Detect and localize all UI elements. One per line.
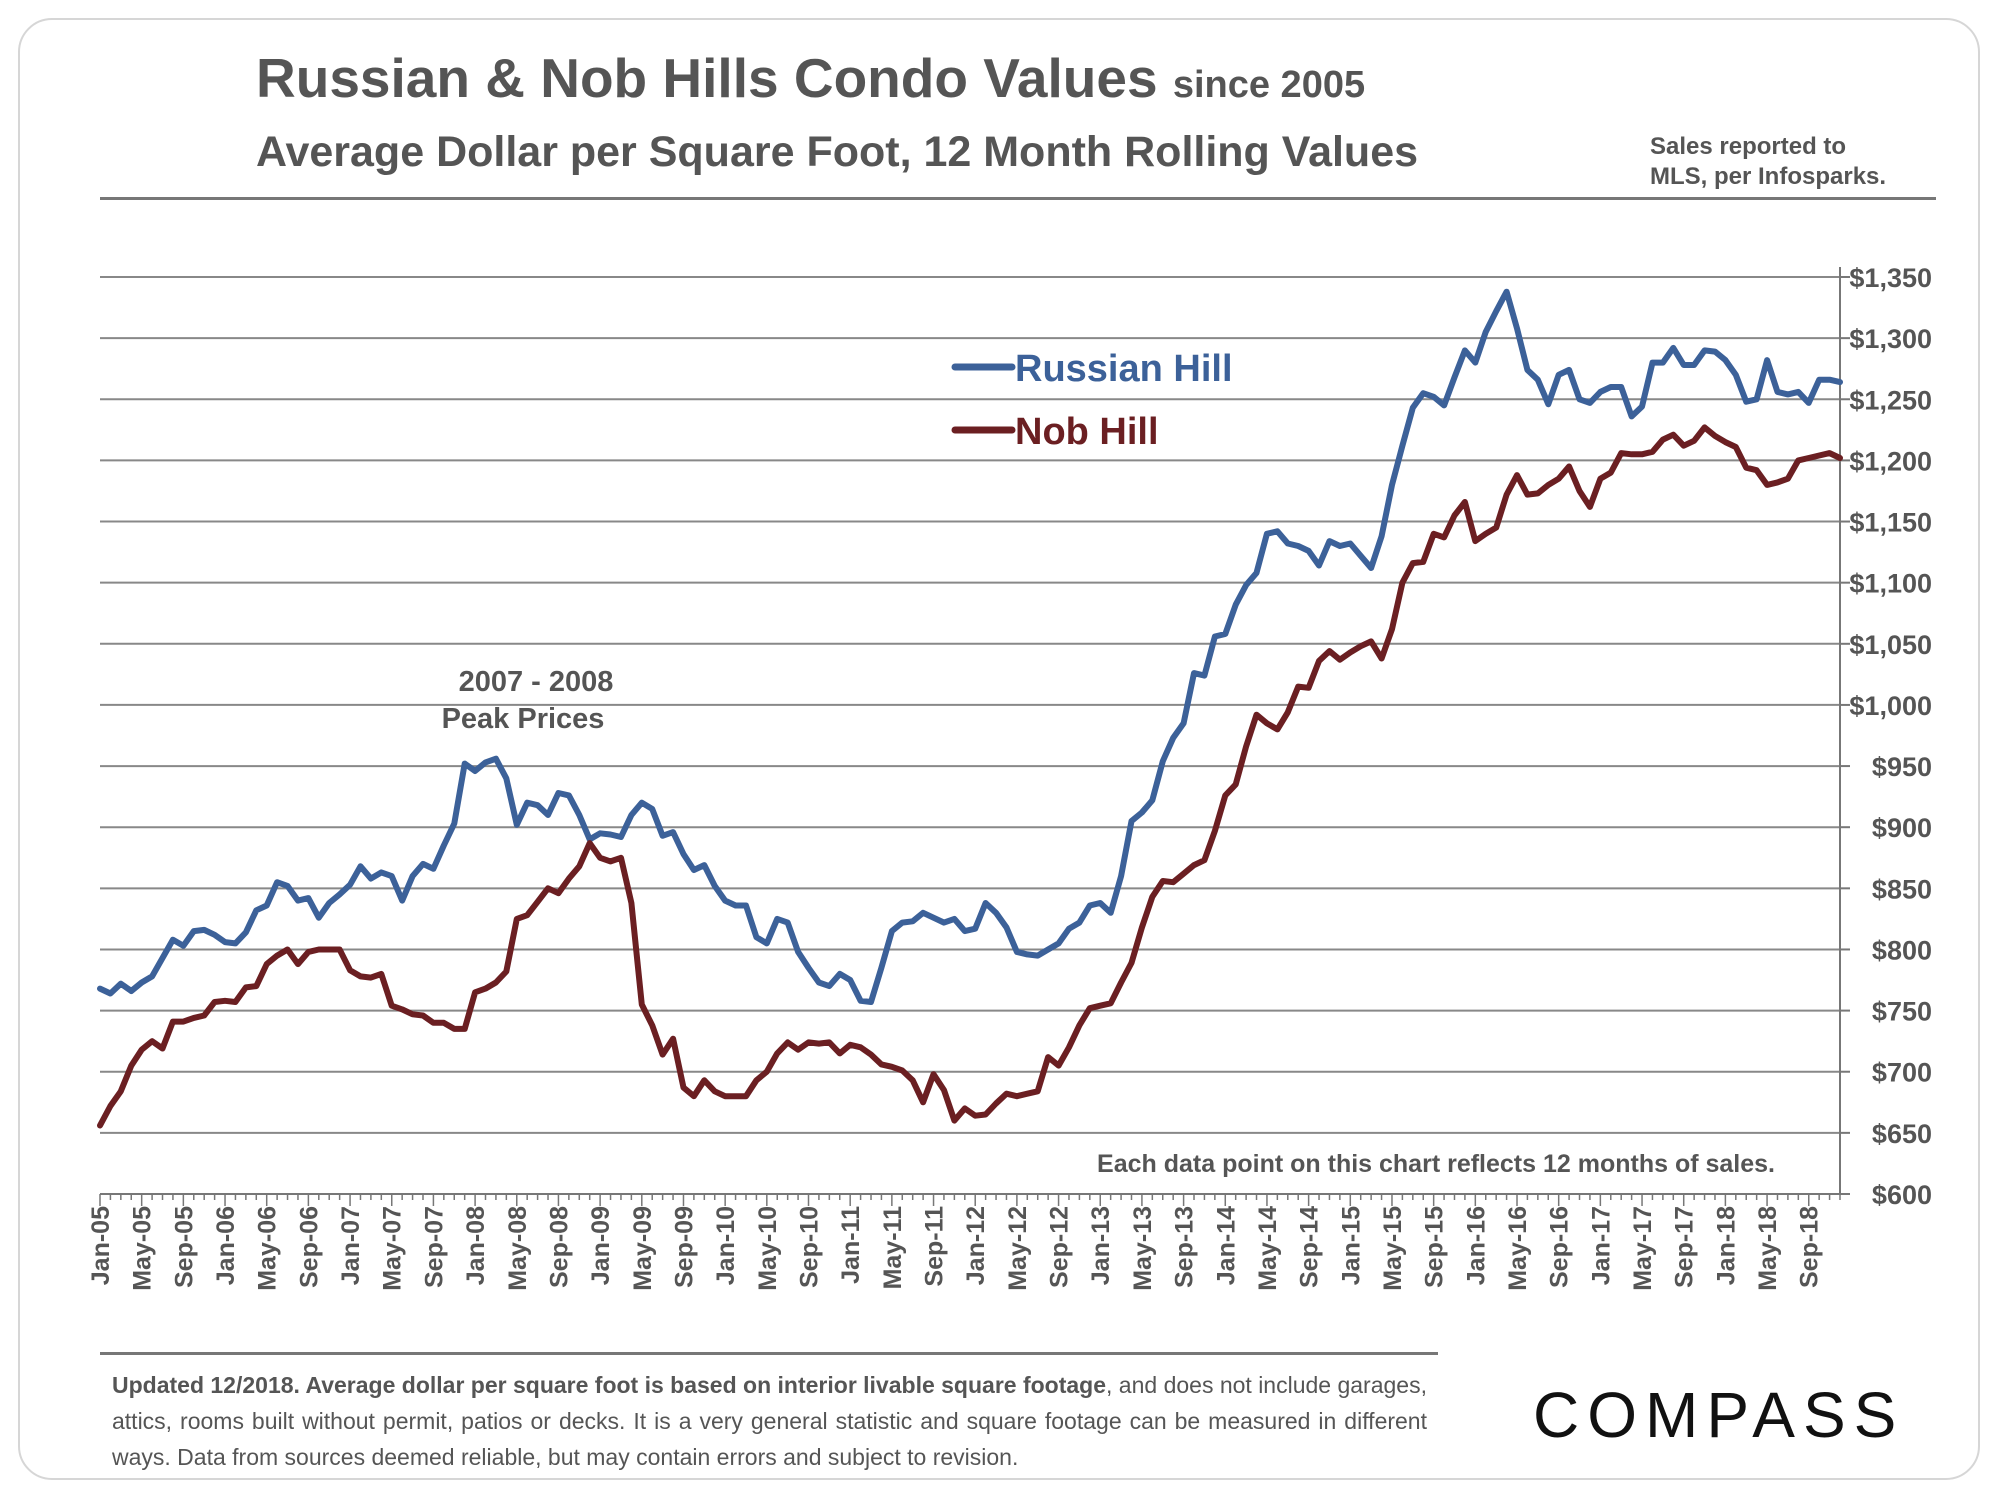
- x-tick-label: Jan-18: [1712, 1206, 1740, 1285]
- footnote-bold: Updated 12/2018. Average dollar per squa…: [112, 1372, 1107, 1398]
- x-tick-label: Jan-07: [337, 1206, 365, 1285]
- y-tick-labels: $600 $650 $700 $750 $800 $850 $900 $950 $1,000 $1…: [1849, 263, 1932, 1210]
- series-line-nob-hill: [97, 424, 1843, 1129]
- x-tick-label: Jan-12: [962, 1206, 990, 1285]
- x-tick-label: Sep-13: [1171, 1206, 1199, 1288]
- chart-subtitle: Average Dollar per Square Foot, 12 Month…: [256, 128, 1419, 176]
- x-tick-label: Jan-16: [1462, 1206, 1490, 1285]
- y-tick-label: $1,300: [1849, 324, 1932, 354]
- grid-lines: [100, 276, 1840, 1134]
- x-tick-label: Sep-10: [796, 1206, 824, 1288]
- y-tick-label: $950: [1872, 752, 1932, 782]
- x-tick-label: May-06: [254, 1206, 282, 1291]
- x-tick-label: May-15: [1379, 1206, 1407, 1291]
- source-note: Sales reported to MLS, per Infosparks.: [1650, 132, 1950, 192]
- y-tick-label: $1,150: [1849, 508, 1932, 538]
- peak-annotation: 2007 - 2008 Peak Prices: [442, 666, 614, 735]
- x-tick-label: May-05: [129, 1206, 157, 1291]
- x-tick-label: May-14: [1254, 1206, 1282, 1291]
- x-tick-label: Jan-13: [1087, 1206, 1115, 1285]
- y-tick-label: $1,350: [1849, 263, 1932, 293]
- y-tick-label: $900: [1872, 813, 1932, 843]
- y-tick-label: $850: [1872, 874, 1932, 904]
- peak-annotation-line2: Peak Prices: [442, 703, 605, 735]
- y-tick-label: $600: [1872, 1180, 1932, 1210]
- x-tick-label: May-07: [379, 1206, 407, 1291]
- y-tick-label: $1,200: [1849, 446, 1932, 476]
- chart-title: Russian & Nob Hills Condo Values since 2…: [256, 46, 1365, 110]
- header-divider: [100, 197, 1936, 200]
- x-tick-label: Sep-17: [1671, 1206, 1699, 1288]
- x-tick-label: Jan-08: [462, 1206, 490, 1285]
- x-tick-label: May-16: [1504, 1206, 1532, 1291]
- chart-title-suffix: since 2005: [1172, 64, 1366, 106]
- x-tick-label: Sep-06: [295, 1206, 323, 1288]
- x-tick-label: May-12: [1004, 1206, 1032, 1291]
- y-tick-label: $650: [1872, 1119, 1932, 1149]
- legend: Russian Hill Nob Hill: [951, 348, 1233, 453]
- y-tick-label: $800: [1872, 935, 1932, 965]
- legend-label-nob-hill: Nob Hill: [1015, 411, 1159, 453]
- y-tick-label: $700: [1872, 1058, 1932, 1088]
- x-tick-labels: Jan-05 May-05 Sep-05 Jan-06 May-06 Sep-06 Jan-…: [87, 1206, 1824, 1291]
- x-tick-label: Jan-10: [712, 1206, 740, 1285]
- y-tick-label: $750: [1872, 997, 1932, 1027]
- x-tick-label: Jan-09: [587, 1206, 615, 1285]
- x-tick-label: Jan-06: [212, 1206, 240, 1285]
- peak-annotation-line1: 2007 - 2008: [459, 666, 614, 698]
- compass-logo: COMPASS: [1533, 1379, 1905, 1451]
- source-note-line1: Sales reported to: [1650, 133, 1847, 160]
- x-tick-label: May-08: [504, 1206, 532, 1291]
- x-tick-label: Sep-12: [1046, 1206, 1074, 1288]
- series-lines: [97, 288, 1843, 1129]
- x-tick-label: Sep-16: [1546, 1206, 1574, 1288]
- x-tick-label: Sep-08: [545, 1206, 573, 1288]
- footer-divider: [100, 1352, 1438, 1355]
- x-tick-label: Jan-05: [87, 1206, 115, 1285]
- chart-title-main: Russian & Nob Hills Condo Values: [256, 47, 1158, 109]
- y-tick-label: $1,050: [1849, 630, 1932, 660]
- legend-label-russian-hill: Russian Hill: [1015, 348, 1233, 390]
- x-tick-label: Sep-11: [921, 1206, 949, 1287]
- x-tick-label: Sep-14: [1296, 1206, 1324, 1288]
- x-tick-label: Jan-11: [837, 1206, 865, 1284]
- x-tick-label: Sep-18: [1796, 1206, 1824, 1288]
- x-tick-label: May-09: [629, 1206, 657, 1291]
- y-tick-label: $1,000: [1849, 691, 1932, 721]
- footnote: Updated 12/2018. Average dollar per squa…: [112, 1367, 1427, 1475]
- footnote-text: , and does not include garages, attics, …: [112, 1372, 1427, 1470]
- x-tick-label: May-18: [1754, 1206, 1782, 1291]
- x-tick-label: May-13: [1129, 1206, 1157, 1291]
- x-tick-label: Sep-07: [420, 1206, 448, 1288]
- chart-frame: [18, 18, 1980, 1480]
- x-tick-label: Jan-15: [1337, 1206, 1365, 1285]
- series-line-russian-hill: [97, 288, 1843, 1005]
- x-tick-label: Jan-17: [1587, 1206, 1615, 1285]
- x-tick-label: May-11: [879, 1206, 907, 1289]
- source-note-line2: MLS, per Infosparks.: [1650, 163, 1887, 190]
- x-tick-label: Sep-09: [670, 1206, 698, 1288]
- data-note: Each data point on this chart reflects 1…: [1097, 1150, 1775, 1178]
- y-tick-label: $1,250: [1849, 385, 1932, 415]
- x-tick-label: Sep-05: [170, 1206, 198, 1288]
- axes: [99, 267, 1850, 1206]
- x-tick-label: Sep-15: [1421, 1206, 1449, 1288]
- x-tick-label: May-10: [754, 1206, 782, 1291]
- x-tick-label: Jan-14: [1212, 1206, 1240, 1285]
- y-tick-label: $1,100: [1849, 569, 1932, 599]
- x-tick-label: May-17: [1629, 1206, 1657, 1291]
